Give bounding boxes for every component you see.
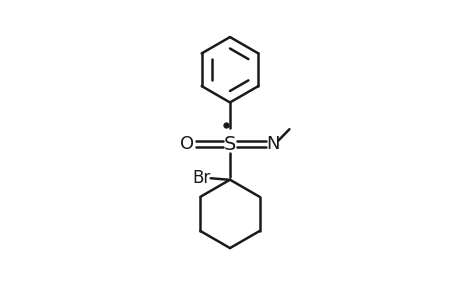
Text: N: N xyxy=(266,135,279,153)
Text: O: O xyxy=(179,135,194,153)
Text: Br: Br xyxy=(192,169,210,187)
Text: S: S xyxy=(224,135,235,154)
